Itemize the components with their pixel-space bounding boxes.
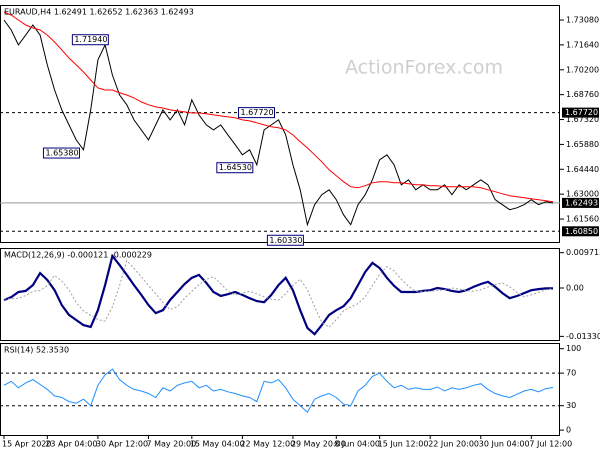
level-label: 1.67720 [565, 108, 598, 117]
panel-title: RSI(14) 52.3530 [4, 346, 69, 355]
y-tick-label: 1.67320 [566, 115, 599, 124]
annotation-label: 1.65380 [45, 149, 78, 158]
x-tick-label: 15 Jun 12:00 [378, 440, 429, 449]
panel-frame [0, 248, 560, 341]
series-line [3, 11, 554, 203]
y-tick-label: 1.61560 [566, 215, 599, 224]
series-line [3, 19, 554, 227]
annotation-label: 1.60330 [269, 236, 302, 245]
y-tick-label: 1.70200 [566, 65, 599, 74]
panel-frame [0, 343, 560, 436]
y-tick-label: 1.65880 [566, 140, 599, 149]
x-tick-label: 30 Jun 04:00 [479, 440, 530, 449]
x-tick-label: 30 Apr 12:00 [96, 440, 148, 449]
x-tick-label: 15 Apr 2020 [2, 440, 51, 449]
y-tick-label: 70 [566, 369, 576, 378]
y-tick-label: 0.009713 [566, 248, 600, 257]
level-label: 1.62493 [565, 198, 598, 207]
annotation-box [238, 107, 275, 119]
y-tick-label: 0.00 [566, 284, 584, 293]
y-tick-label: 100 [566, 344, 581, 353]
series-line [4, 259, 554, 328]
level-label-box [562, 197, 599, 208]
level-label: 1.60850 [565, 227, 598, 236]
x-tick-label: 22 Jun 20:00 [428, 440, 479, 449]
series-line [3, 368, 554, 413]
x-tick-label: 8 Jun 04:00 [334, 440, 380, 449]
annotation-label: 1.64530 [219, 163, 252, 172]
annotation-box [71, 34, 109, 46]
watermark: ActionForex.com [345, 57, 503, 79]
y-tick-label: 0 [566, 426, 571, 435]
y-tick-label: 1.64440 [566, 165, 599, 174]
annotation-box [216, 162, 254, 174]
level-label-box [562, 226, 599, 237]
level-label-box [562, 107, 599, 118]
panel-title: MACD(12,26,9) -0.000121 -0.000229 [4, 251, 152, 260]
x-tick-label: 7 May 20:00 [146, 440, 196, 449]
y-tick-label: 1.73080 [566, 16, 599, 25]
y-tick-label: 1.68760 [566, 90, 599, 99]
y-tick-label: -0.013302 [566, 332, 600, 341]
y-tick-label: 1.71640 [566, 40, 599, 49]
annotation-box [42, 147, 80, 159]
x-tick-label: 15 May 04:00 [190, 440, 245, 449]
x-tick-label: 22 May 12:00 [240, 440, 295, 449]
x-tick-label: 7 Jul 12:00 [529, 440, 572, 449]
y-tick-label: 1.63000 [566, 190, 599, 199]
annotation-label: 1.67720 [241, 108, 274, 117]
x-tick-label: 29 May 20:00 [291, 440, 346, 449]
y-tick-label: 30 [566, 401, 576, 410]
series-line [3, 253, 553, 336]
panel-title: EURAUD,H4 1.62491 1.62652 1.62363 1.6249… [4, 8, 194, 17]
x-tick-label: 23 Apr 04:00 [45, 440, 97, 449]
annotation-box [266, 234, 304, 246]
annotation-label: 1.71940 [74, 35, 107, 44]
